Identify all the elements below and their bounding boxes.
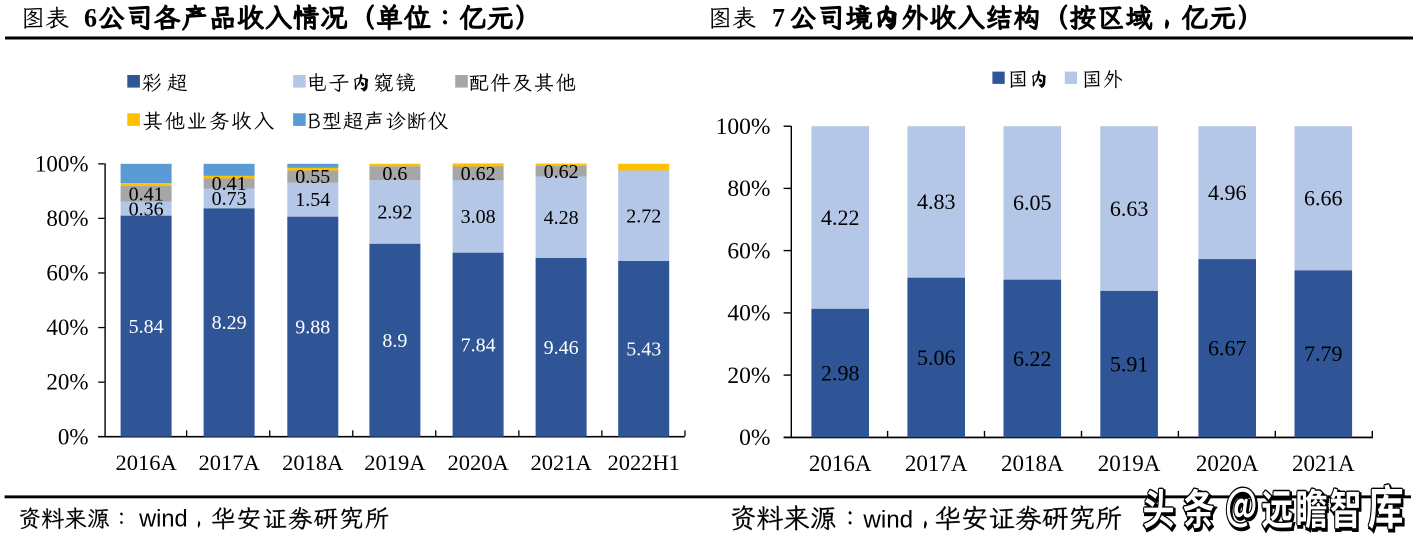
svg-text:5.84: 5.84 bbox=[129, 316, 164, 338]
svg-text:6.63: 6.63 bbox=[1110, 196, 1149, 221]
svg-text:0%: 0% bbox=[58, 424, 89, 449]
svg-text:0%: 0% bbox=[739, 425, 770, 451]
svg-text:2020A: 2020A bbox=[1196, 451, 1259, 476]
svg-text:2021A: 2021A bbox=[530, 450, 592, 475]
svg-text:0.62: 0.62 bbox=[461, 163, 496, 185]
svg-text:0.55: 0.55 bbox=[295, 166, 330, 188]
svg-text:20%: 20% bbox=[727, 363, 770, 389]
svg-text:20%: 20% bbox=[46, 370, 88, 395]
svg-text:2021A: 2021A bbox=[1292, 451, 1355, 476]
svg-text:8.29: 8.29 bbox=[212, 312, 247, 334]
svg-text:6.66: 6.66 bbox=[1304, 186, 1343, 211]
svg-text:80%: 80% bbox=[46, 206, 88, 231]
svg-text:40%: 40% bbox=[727, 301, 770, 327]
svg-text:2.98: 2.98 bbox=[821, 360, 860, 385]
svg-text:4.28: 4.28 bbox=[544, 207, 579, 229]
svg-text:7.84: 7.84 bbox=[461, 334, 496, 356]
svg-text:100%: 100% bbox=[35, 151, 89, 176]
svg-text:2020A: 2020A bbox=[447, 450, 509, 475]
svg-text:6.05: 6.05 bbox=[1013, 190, 1052, 215]
svg-text:9.88: 9.88 bbox=[295, 316, 330, 338]
svg-text:2.72: 2.72 bbox=[626, 205, 661, 227]
svg-text:6: 6 bbox=[84, 4, 97, 33]
svg-text:4.96: 4.96 bbox=[1208, 180, 1247, 205]
svg-text:2016A: 2016A bbox=[809, 451, 872, 476]
svg-text:100%: 100% bbox=[716, 114, 771, 140]
svg-text:5.91: 5.91 bbox=[1110, 351, 1149, 376]
svg-text:4.22: 4.22 bbox=[821, 205, 860, 230]
svg-text:80%: 80% bbox=[727, 176, 770, 202]
svg-text:0.41: 0.41 bbox=[212, 173, 247, 195]
svg-text:9.46: 9.46 bbox=[544, 337, 579, 359]
svg-text:60%: 60% bbox=[46, 261, 88, 286]
svg-text:60%: 60% bbox=[727, 238, 770, 264]
svg-text:0.62: 0.62 bbox=[544, 161, 579, 183]
svg-text:1.54: 1.54 bbox=[295, 189, 330, 211]
svg-text:0.36: 0.36 bbox=[129, 198, 164, 220]
svg-text:0.73: 0.73 bbox=[212, 188, 247, 210]
svg-text:2022H1: 2022H1 bbox=[607, 450, 680, 475]
svg-text:2019A: 2019A bbox=[364, 450, 426, 475]
svg-text:wind: wind bbox=[862, 507, 913, 534]
svg-text:4.83: 4.83 bbox=[917, 189, 956, 214]
svg-text:5.06: 5.06 bbox=[917, 345, 956, 370]
svg-text:wind: wind bbox=[138, 507, 188, 533]
svg-text:7.79: 7.79 bbox=[1304, 341, 1343, 366]
svg-text:2018A: 2018A bbox=[282, 450, 344, 475]
svg-text:2017A: 2017A bbox=[905, 451, 968, 476]
svg-text:2019A: 2019A bbox=[1098, 451, 1161, 476]
svg-text:0.6: 0.6 bbox=[382, 163, 407, 185]
svg-text:3.08: 3.08 bbox=[461, 206, 496, 228]
svg-text:2016A: 2016A bbox=[115, 450, 177, 475]
svg-text:6.22: 6.22 bbox=[1013, 346, 1052, 371]
svg-text:40%: 40% bbox=[46, 315, 88, 340]
svg-text:0.41: 0.41 bbox=[129, 183, 164, 205]
svg-text:8.9: 8.9 bbox=[382, 330, 407, 352]
svg-text:6.67: 6.67 bbox=[1208, 336, 1247, 361]
svg-text:5.43: 5.43 bbox=[626, 339, 661, 361]
svg-text:2017A: 2017A bbox=[198, 450, 260, 475]
svg-text:7: 7 bbox=[772, 4, 785, 33]
svg-text:2018A: 2018A bbox=[1001, 451, 1064, 476]
svg-text:2.92: 2.92 bbox=[377, 201, 412, 223]
